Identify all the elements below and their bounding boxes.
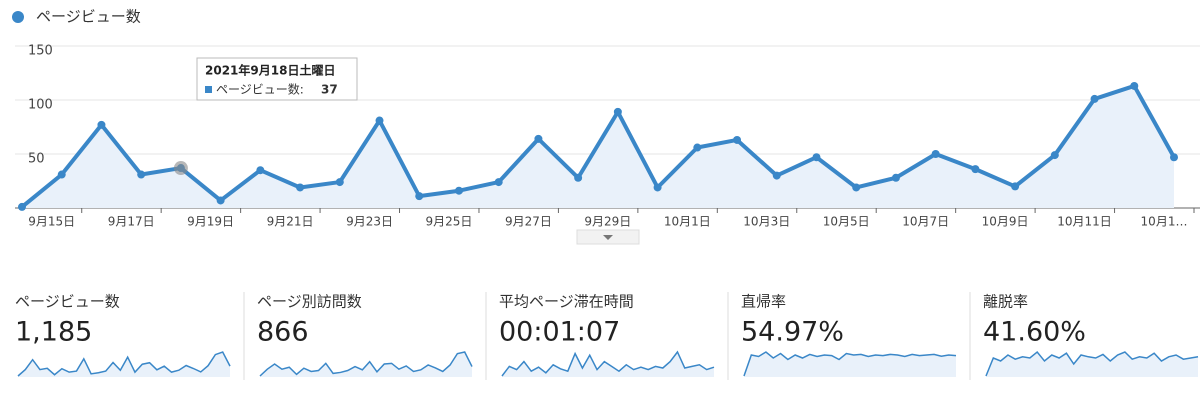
x-tick-label: 9月29日 (584, 215, 631, 229)
scorecards: ページビュー数 1,185 ページ別訪問数 866 平均ページ滞在時間 00:01:07 直… (15, 292, 1199, 380)
card-label: ページ別訪問数 (257, 293, 362, 311)
point (18, 202, 26, 211)
point (494, 178, 503, 187)
point (891, 173, 900, 182)
card-label: ページビュー数 (15, 293, 120, 311)
sparkline (17, 351, 231, 377)
sparkline-area (260, 352, 472, 377)
point (57, 170, 66, 179)
point (852, 183, 861, 192)
collapse-arrow (603, 235, 613, 240)
point (653, 183, 662, 192)
legend-dot (12, 11, 24, 23)
point (375, 116, 384, 125)
point (296, 183, 305, 192)
card-value: 866 (257, 317, 309, 348)
tooltip-swatch (205, 86, 212, 93)
sparkline-area (986, 352, 1198, 377)
point (733, 135, 742, 144)
card-label: 直帰率 (741, 293, 786, 311)
x-tick-label: 9月27日 (505, 215, 552, 229)
point (1090, 94, 1099, 103)
x-tick-label: 10月9日 (982, 215, 1029, 229)
point (693, 143, 702, 152)
point (335, 178, 344, 187)
y-tick-label: 50 (28, 152, 45, 167)
x-tick-label: 10月3日 (743, 215, 790, 229)
x-tick-label: 9月23日 (346, 215, 393, 229)
sparkline-area (744, 352, 956, 377)
plot: 50 100 150 9月15日 9月17日 9月19日 9月21日 9月23日 9月25日 9月… (15, 44, 1200, 229)
point (772, 171, 781, 180)
line (20, 83, 1176, 209)
card-value: 54.97% (741, 317, 844, 348)
tooltip: 2021年9月18日土曜日 ページビュー数: 37 (196, 57, 358, 101)
sparkline (259, 351, 473, 377)
point (216, 196, 225, 205)
legend-label: ページビュー数 (36, 8, 141, 26)
x-tick-label: 9月17日 (108, 215, 155, 229)
point (415, 192, 424, 201)
point (454, 186, 463, 195)
sparkline (985, 350, 1199, 377)
tooltip-date: 2021年9月18日土曜日 (205, 63, 335, 78)
point (931, 150, 940, 158)
point (1170, 153, 1178, 162)
point (1130, 81, 1139, 90)
card-label: 離脱率 (983, 293, 1028, 311)
hover-point (173, 161, 188, 176)
tooltip-box (196, 57, 358, 101)
x-tick-label: 9月15日 (28, 215, 75, 229)
point (137, 170, 146, 179)
tooltip-label: ページビュー数: (216, 82, 304, 97)
x-tick-label: 10月7日 (902, 215, 949, 229)
x-tick-label: 9月19日 (187, 215, 234, 229)
sparkline (743, 351, 957, 377)
card-label: 平均ページ滞在時間 (499, 293, 634, 311)
x-tick-label: 10月5日 (823, 215, 870, 229)
x-tick-label: 9月25日 (426, 215, 473, 229)
point (1011, 182, 1020, 191)
point (534, 134, 543, 143)
card-value: 00:01:07 (499, 317, 620, 348)
x-tick-label: 10月11日 (1057, 215, 1112, 229)
tooltip-value: 37 (321, 83, 338, 97)
y-tick-label: 150 (28, 44, 53, 59)
point (812, 153, 821, 162)
card-value: 1,185 (15, 317, 92, 348)
point (574, 173, 583, 182)
point (971, 165, 980, 174)
point (613, 107, 622, 116)
point (256, 166, 265, 175)
y-tick-label: 100 (28, 98, 53, 113)
sparkline (501, 350, 715, 377)
point (97, 120, 106, 129)
x-tick-label: 10月1… (1141, 215, 1188, 229)
x-tick-label: 10月1日 (664, 215, 711, 229)
x-tick-label: 9月21日 (267, 215, 314, 229)
point (1050, 151, 1059, 160)
card-value: 41.60% (983, 317, 1086, 348)
